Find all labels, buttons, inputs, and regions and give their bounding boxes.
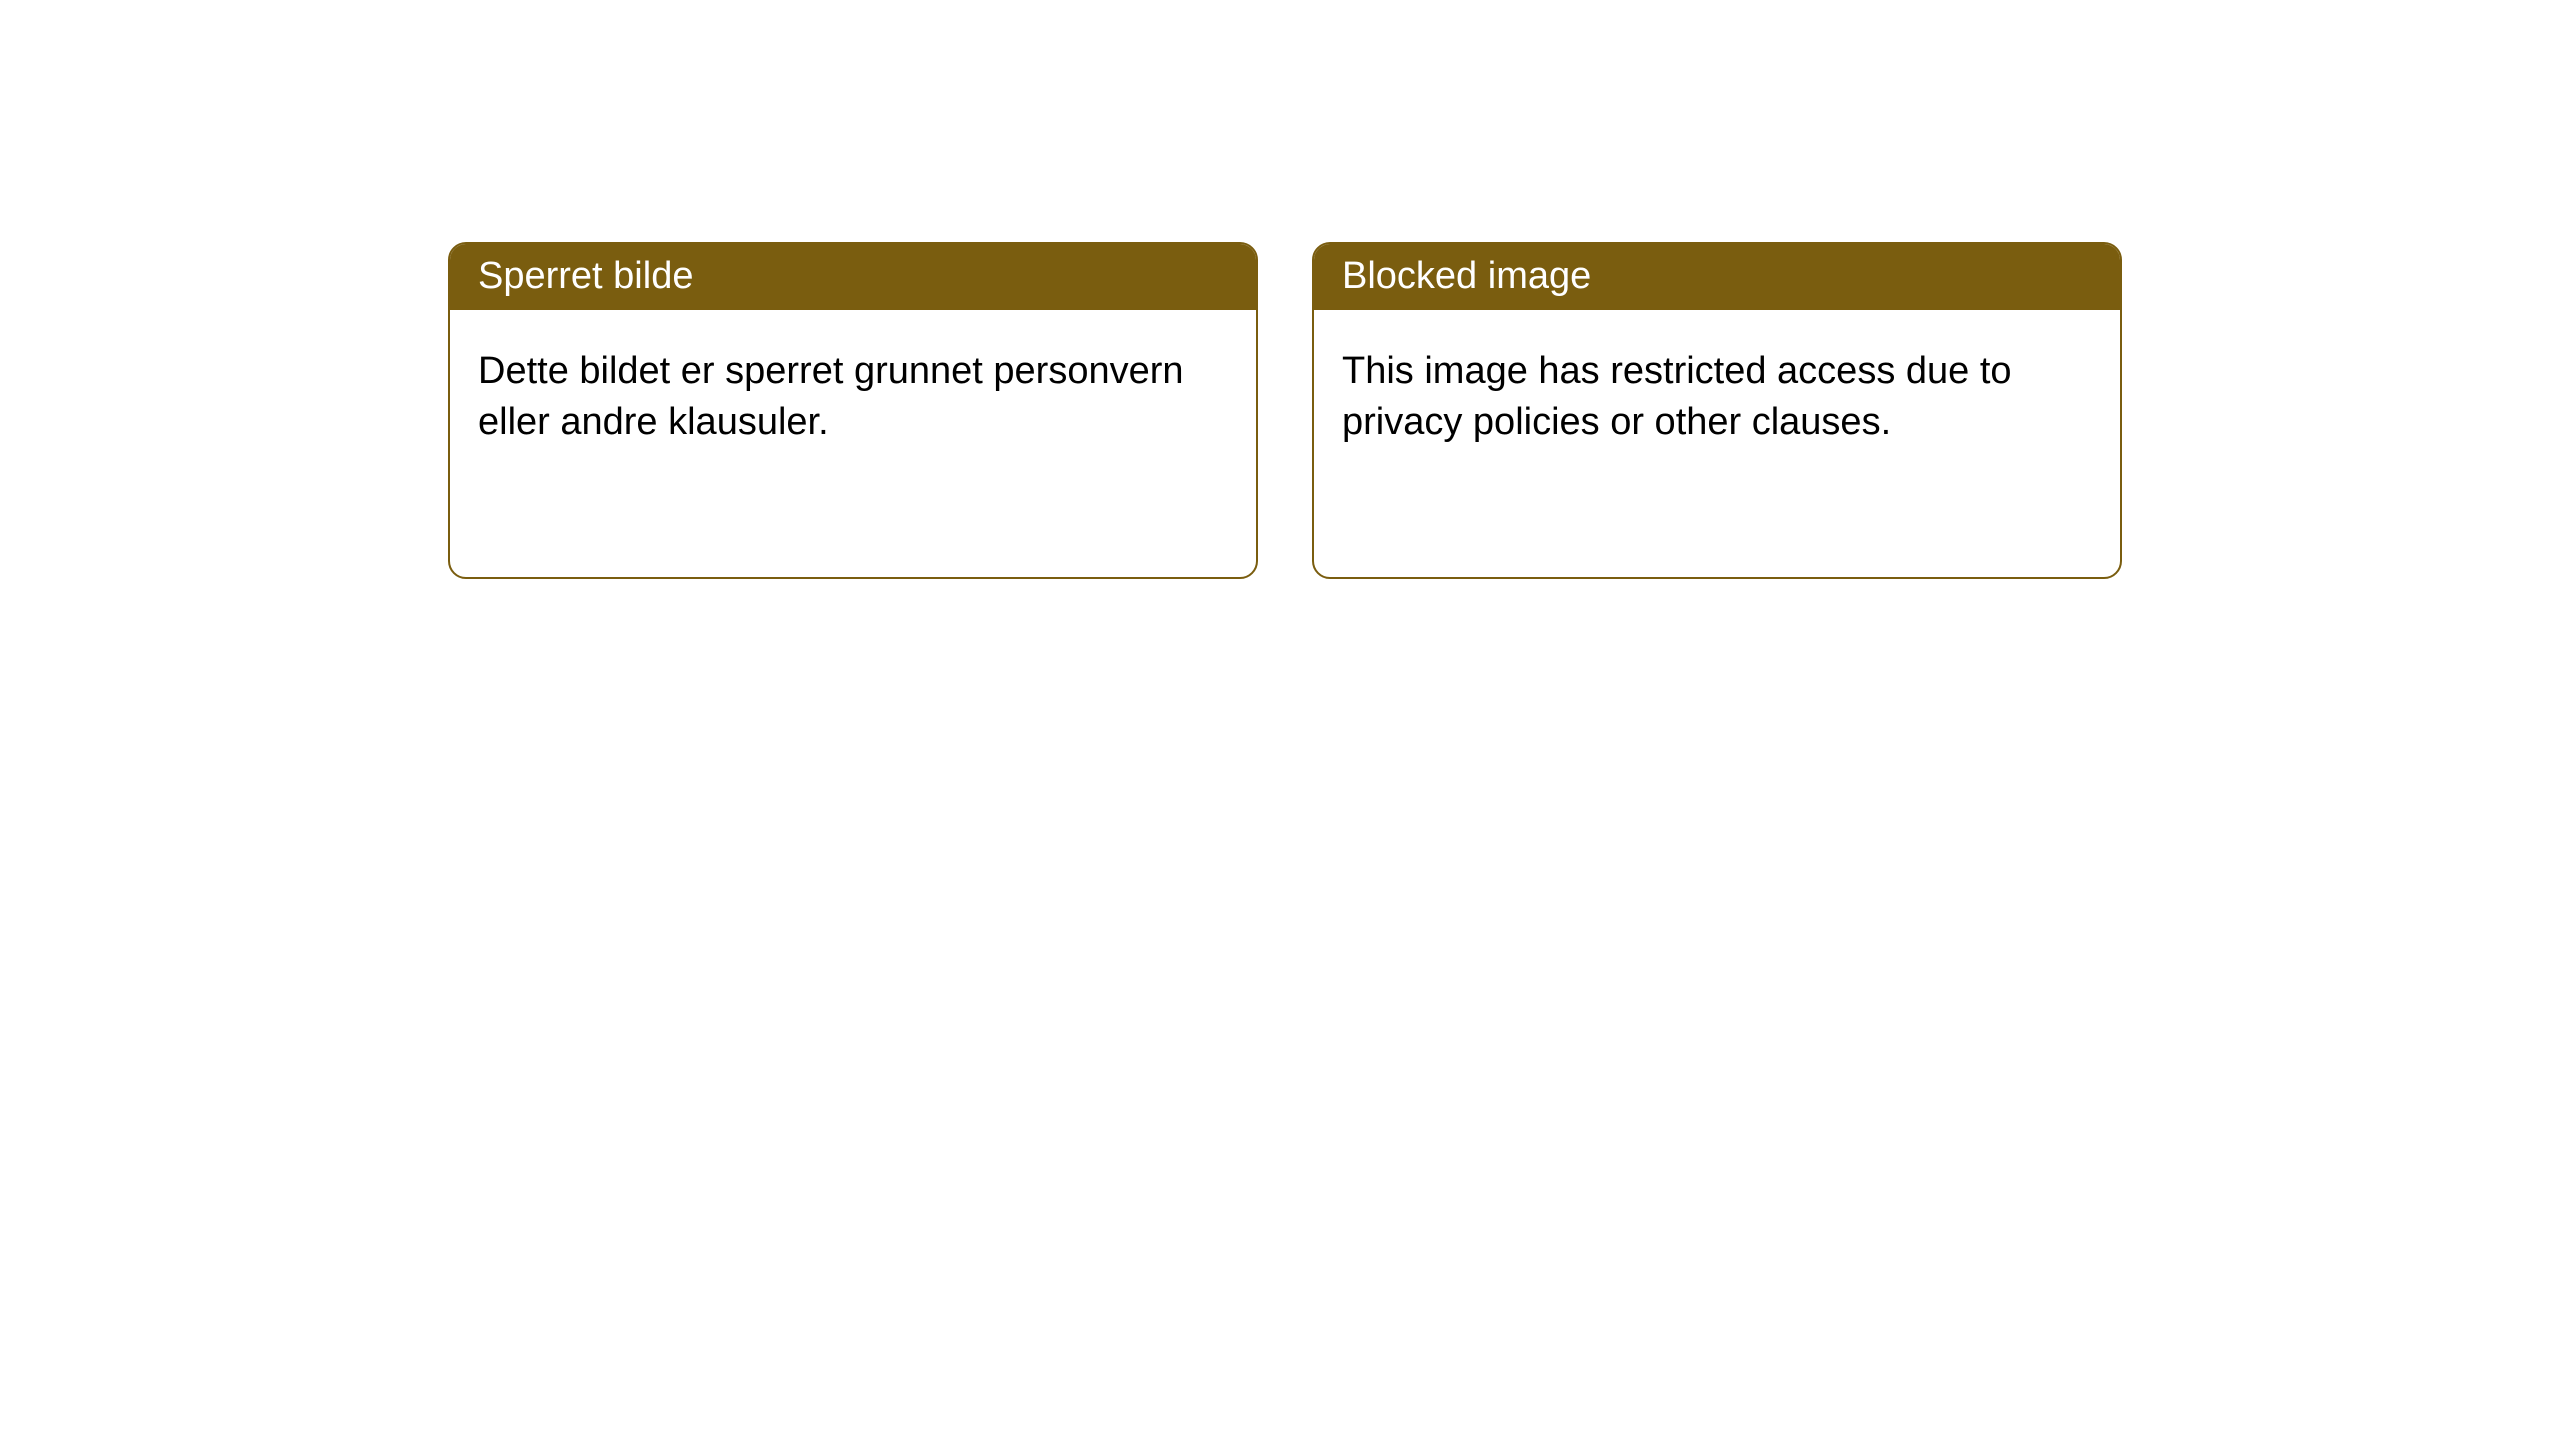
- notice-card-norwegian: Sperret bilde Dette bildet er sperret gr…: [448, 242, 1258, 579]
- notice-body: Dette bildet er sperret grunnet personve…: [450, 310, 1256, 477]
- notice-body: This image has restricted access due to …: [1314, 310, 2120, 477]
- notice-card-english: Blocked image This image has restricted …: [1312, 242, 2122, 579]
- notice-container: Sperret bilde Dette bildet er sperret gr…: [0, 0, 2560, 579]
- notice-header: Sperret bilde: [450, 244, 1256, 310]
- notice-header: Blocked image: [1314, 244, 2120, 310]
